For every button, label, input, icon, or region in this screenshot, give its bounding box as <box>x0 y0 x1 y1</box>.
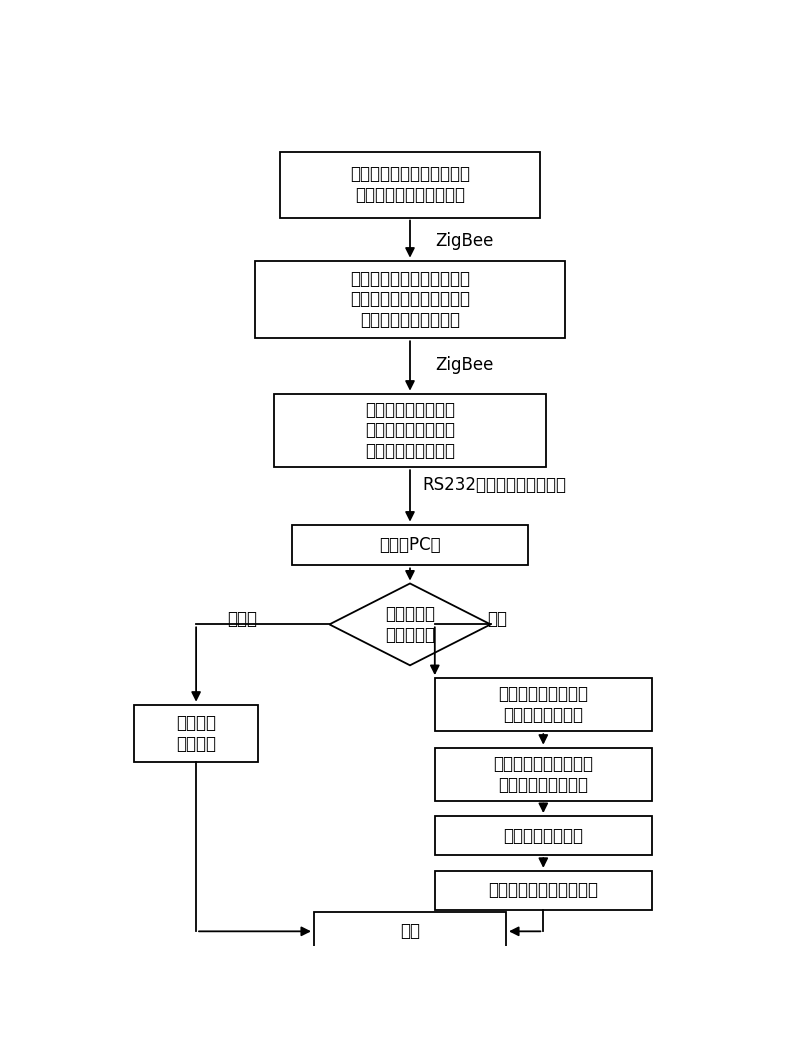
Text: 终端节点采集环境信
息发送至路由节点: 终端节点采集环境信 息发送至路由节点 <box>498 686 588 724</box>
Bar <box>274 393 546 468</box>
Text: 与预设的基值比较: 与预设的基值比较 <box>503 827 583 845</box>
Text: 终端节点将自身地址及工作
状态信息发送至路由节点: 终端节点将自身地址及工作 状态信息发送至路由节点 <box>350 166 470 204</box>
Bar <box>435 678 652 731</box>
Text: 路由节点处理对应终端
节点采集的环境信息: 路由节点处理对应终端 节点采集的环境信息 <box>494 755 594 794</box>
Bar <box>134 705 258 762</box>
Bar <box>435 871 652 910</box>
Text: 正常: 正常 <box>486 610 507 627</box>
Text: 路由节点将自身及接收到的
终端节点的地址及工作状态
信息发送给协调器节点: 路由节点将自身及接收到的 终端节点的地址及工作状态 信息发送给协调器节点 <box>350 270 470 330</box>
Bar <box>314 912 506 951</box>
Bar <box>255 260 565 338</box>
Text: ZigBee: ZigBee <box>435 232 493 250</box>
Bar <box>435 747 652 800</box>
Text: 不正常: 不正常 <box>227 610 258 627</box>
Bar <box>435 816 652 856</box>
Text: 灯控: 灯控 <box>400 923 420 941</box>
Text: RS232总线或无线通信协议: RS232总线或无线通信协议 <box>422 476 566 494</box>
Text: 协调器节点接收各终
端节点与路由节点的
地址及工作状态信息: 协调器节点接收各终 端节点与路由节点的 地址及工作状态信息 <box>365 401 455 460</box>
Text: 确定当前房间的照明模式: 确定当前房间的照明模式 <box>488 881 598 899</box>
Bar <box>280 152 540 218</box>
Text: 使用预设
照明模式: 使用预设 照明模式 <box>176 714 216 753</box>
Text: 发送至PC机: 发送至PC机 <box>379 536 441 554</box>
Text: 显示节点是
否工作正常: 显示节点是 否工作正常 <box>385 605 435 644</box>
Bar <box>292 524 528 566</box>
Text: ZigBee: ZigBee <box>435 356 493 374</box>
Polygon shape <box>330 584 490 665</box>
